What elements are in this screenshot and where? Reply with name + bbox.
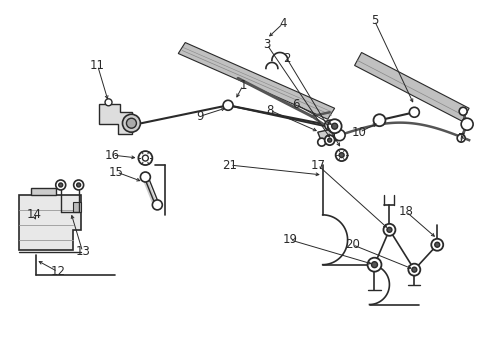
Circle shape — [371, 262, 377, 268]
Circle shape — [317, 138, 325, 146]
Text: 20: 20 — [345, 238, 359, 251]
Text: 1: 1 — [239, 79, 246, 92]
Circle shape — [327, 138, 331, 142]
Circle shape — [411, 267, 416, 272]
Text: 11: 11 — [90, 59, 105, 72]
Circle shape — [223, 100, 233, 110]
Text: 16: 16 — [105, 149, 120, 162]
Circle shape — [138, 151, 152, 165]
Text: 19: 19 — [282, 233, 297, 246]
Circle shape — [142, 155, 148, 161]
Text: 10: 10 — [351, 126, 366, 139]
Text: 3: 3 — [263, 38, 270, 51]
Circle shape — [339, 153, 344, 158]
Circle shape — [333, 130, 345, 141]
Polygon shape — [99, 104, 132, 134]
Circle shape — [407, 264, 420, 276]
Text: 9: 9 — [196, 110, 203, 123]
Circle shape — [56, 180, 65, 190]
Text: 12: 12 — [50, 265, 65, 278]
Circle shape — [122, 114, 140, 132]
Circle shape — [77, 183, 81, 187]
Polygon shape — [19, 195, 81, 250]
Circle shape — [324, 120, 334, 130]
Circle shape — [430, 239, 442, 251]
Circle shape — [373, 114, 385, 126]
Text: 17: 17 — [309, 158, 325, 172]
Circle shape — [331, 123, 337, 129]
Circle shape — [74, 180, 83, 190]
Circle shape — [458, 107, 466, 115]
Polygon shape — [73, 202, 81, 212]
Text: 7: 7 — [457, 132, 465, 145]
Text: 5: 5 — [370, 14, 377, 27]
Circle shape — [59, 183, 62, 187]
Circle shape — [152, 200, 162, 210]
Circle shape — [327, 119, 341, 133]
Circle shape — [140, 172, 150, 182]
Circle shape — [456, 134, 464, 142]
Text: 14: 14 — [26, 208, 41, 221]
Circle shape — [434, 242, 439, 247]
Circle shape — [126, 118, 136, 128]
Polygon shape — [317, 128, 339, 142]
Polygon shape — [354, 53, 468, 121]
Circle shape — [335, 149, 347, 161]
Circle shape — [460, 118, 472, 130]
Circle shape — [324, 135, 334, 145]
Text: 4: 4 — [279, 17, 286, 30]
Text: 2: 2 — [283, 52, 290, 65]
Text: 21: 21 — [222, 158, 237, 172]
Text: 18: 18 — [398, 205, 413, 219]
Text: 8: 8 — [265, 104, 273, 117]
Text: 15: 15 — [109, 166, 123, 179]
Circle shape — [383, 224, 395, 236]
Text: 13: 13 — [75, 245, 90, 258]
Circle shape — [386, 227, 391, 232]
Circle shape — [408, 107, 419, 117]
Polygon shape — [178, 42, 334, 119]
Circle shape — [105, 99, 112, 106]
Text: 6: 6 — [291, 98, 299, 111]
Circle shape — [367, 258, 381, 272]
Polygon shape — [31, 188, 56, 195]
